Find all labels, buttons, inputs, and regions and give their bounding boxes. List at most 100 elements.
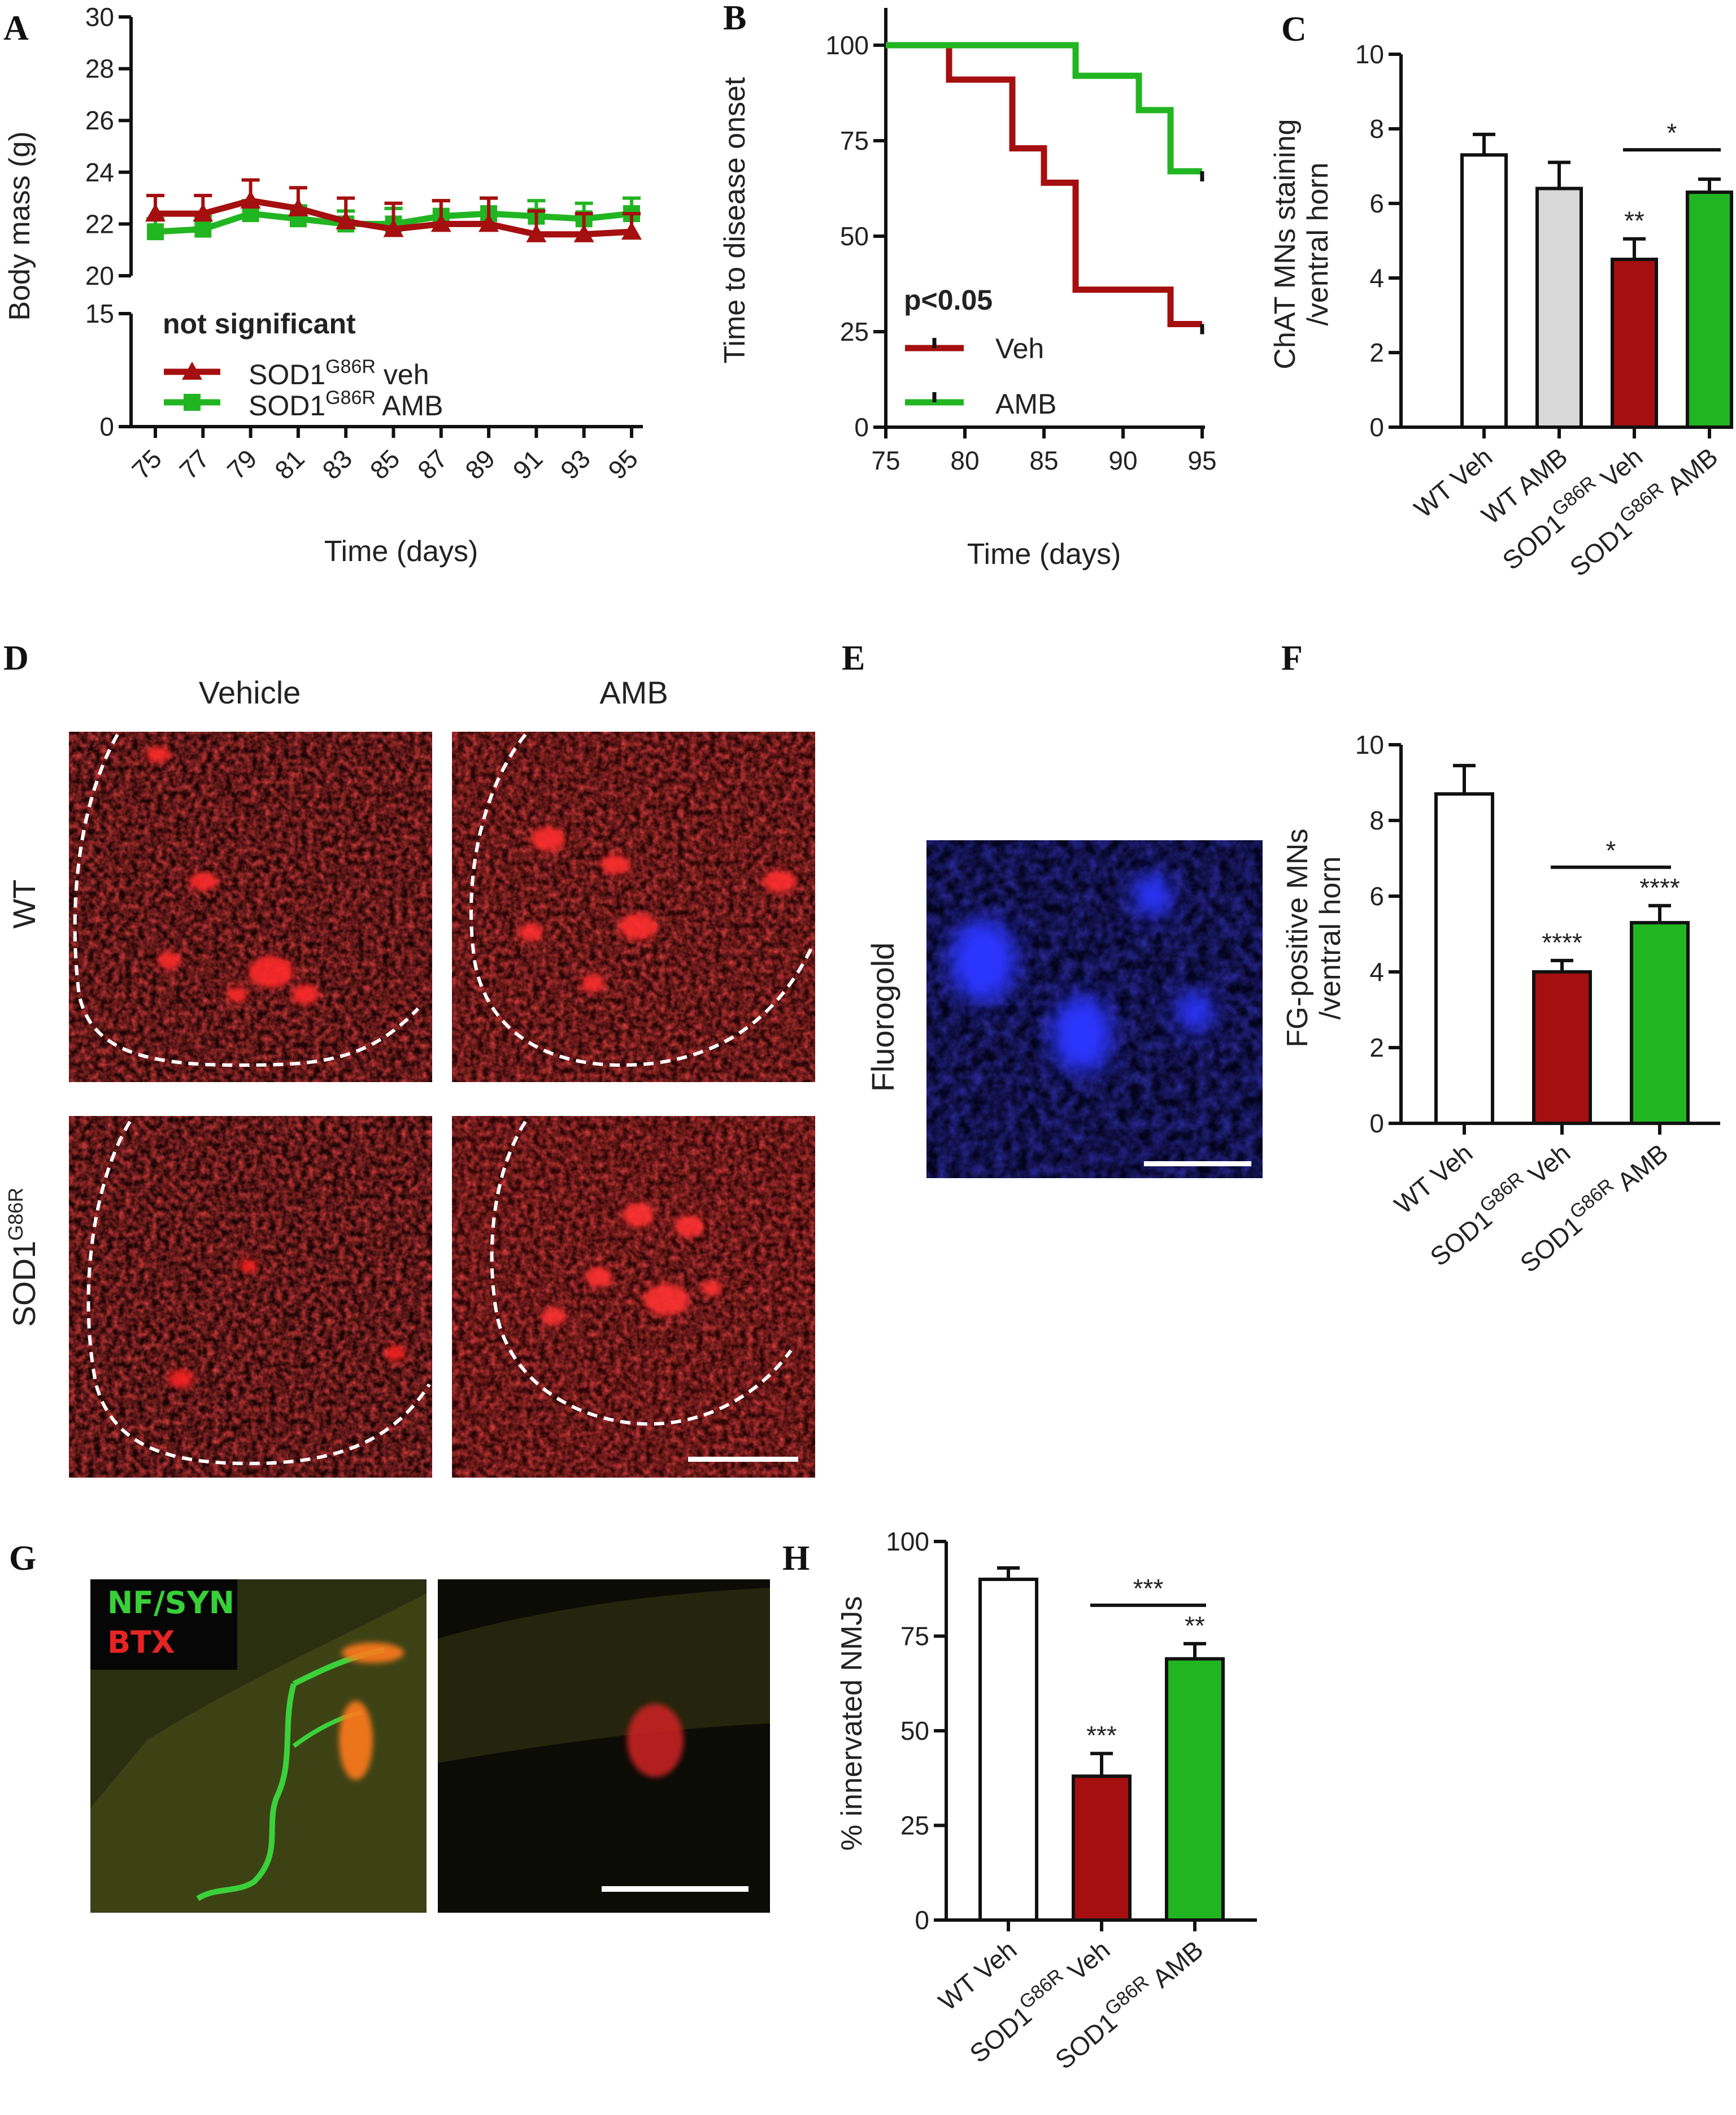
significance-stars: **** xyxy=(1542,928,1582,957)
panel-e-fluorogold: Fluorogold xyxy=(865,840,1263,1178)
data-point xyxy=(430,214,451,232)
panel-letter-a: A xyxy=(3,9,29,47)
legend-label-amb: SOD1G86R AMB xyxy=(249,387,443,422)
series-step-line xyxy=(886,42,1202,327)
y-tick-label: 24 xyxy=(85,158,114,187)
legend-label-veh: SOD1G86R veh xyxy=(249,356,429,390)
legend-marker-amb xyxy=(184,394,201,411)
y-tick-label: 25 xyxy=(900,1811,929,1840)
legend-label-amb: AMB xyxy=(995,388,1056,420)
y-tick-label: 0 xyxy=(854,412,869,442)
x-tick-label: WT Veh xyxy=(1389,1138,1478,1219)
significance-stars: ** xyxy=(1624,206,1644,236)
x-tick-label: 93 xyxy=(555,444,596,485)
x-tick-label: 85 xyxy=(364,444,406,485)
y-axis-label: % innervated NMJs xyxy=(836,1596,868,1851)
data-point xyxy=(147,223,164,241)
panel-letter-f: F xyxy=(1281,639,1303,678)
chart-h-innervated-nmjs: 0 25 50 75 100 % innervated NMJs WT Veh *** SOD1… xyxy=(836,1527,1257,2075)
micrograph-wt-amb xyxy=(452,732,815,1082)
y-tick-label: 100 xyxy=(886,1527,929,1556)
y-tick-label: 0 xyxy=(1369,1109,1384,1138)
panel-letter-g: G xyxy=(9,1539,36,1578)
micrograph-sod1-amb xyxy=(452,1116,815,1478)
bar xyxy=(1630,920,1690,1126)
data-point xyxy=(573,224,594,242)
x-tick-label: 83 xyxy=(316,444,358,485)
legend-label-veh: Veh xyxy=(995,333,1044,364)
y-tick-label: 20 xyxy=(85,261,114,290)
x-tick-label: 90 xyxy=(1108,446,1137,475)
bar xyxy=(1611,258,1658,429)
y-tick-label: 25 xyxy=(840,317,869,346)
y-tick-label: 0 xyxy=(915,1905,929,1935)
panel-letter-c: C xyxy=(1281,10,1307,49)
annotation-p-value: p<0.05 xyxy=(904,284,993,316)
y-tick-label: 10 xyxy=(1355,730,1384,759)
x-tick-label: 85 xyxy=(1029,446,1058,475)
bar xyxy=(1535,186,1583,429)
panel-letter-h: H xyxy=(782,1539,810,1578)
y-tick-label: 26 xyxy=(85,106,114,135)
micrograph-sod1-vehicle xyxy=(69,1116,432,1478)
significance-bracket-label: * xyxy=(1667,118,1677,147)
x-tick-label: 87 xyxy=(412,444,453,485)
bar xyxy=(1072,1774,1132,1922)
panel-letter-b: B xyxy=(723,0,746,37)
x-axis-label: Time (days) xyxy=(967,538,1121,571)
panel-d-micrographs: Vehicle AMB WT SOD1G86R xyxy=(4,675,815,1478)
bar xyxy=(1532,970,1592,1125)
y-tick-label: 28 xyxy=(85,54,114,84)
scale-bar-e xyxy=(1144,1161,1251,1166)
significance-stars: ** xyxy=(1185,1611,1205,1640)
stain-label-btx: BTX xyxy=(107,1625,175,1660)
scale-bar-d xyxy=(688,1457,798,1462)
row-label-wt: WT xyxy=(6,879,42,928)
column-label-amb: AMB xyxy=(599,675,668,710)
data-point xyxy=(621,222,642,240)
x-axis-label: Time (days) xyxy=(324,535,478,568)
y-axis-label: Body mass (g) xyxy=(3,131,36,320)
y-tick-label: 10 xyxy=(1355,40,1384,69)
annotation-not-significant: not significant xyxy=(163,308,356,340)
y-tick-label: 22 xyxy=(85,209,114,238)
y-tick-label: 50 xyxy=(900,1716,929,1745)
y-tick-label: 2 xyxy=(1369,1033,1384,1062)
y-tick-label: 6 xyxy=(1369,189,1384,218)
chart-a-body-mass: 20 22 24 26 28 30 0 15 75 77 79 81 83 85 87 89 91 93 95 Bod… xyxy=(3,2,643,568)
image-label-fluorogold: Fluorogold xyxy=(865,943,900,1092)
y-tick-label: 30 xyxy=(85,2,114,32)
y-axis-label: Time to disease onset xyxy=(719,77,751,363)
significance-bracket-label: *** xyxy=(1133,1574,1164,1603)
micrograph-wt-vehicle xyxy=(69,732,432,1082)
bar xyxy=(1686,190,1733,429)
bar xyxy=(1434,792,1494,1125)
data-point xyxy=(336,211,356,229)
x-tick-label: 95 xyxy=(602,444,643,485)
y-tick-label: 6 xyxy=(1369,881,1384,911)
x-tick-label: 77 xyxy=(173,444,215,485)
bar xyxy=(978,1578,1038,1922)
bar xyxy=(1165,1657,1225,1922)
significance-stars: **** xyxy=(1639,873,1680,902)
x-tick-label: 75 xyxy=(126,444,167,485)
x-tick-label: 91 xyxy=(507,444,549,485)
y-axis-label: FG-positive MNs/ventral horn xyxy=(1281,828,1347,1047)
data-point xyxy=(288,198,308,216)
chart-f-fg-mns: 0 2 4 6 8 10 FG-positive MNs/ventral horn WT Ve… xyxy=(1281,730,1720,1278)
data-point xyxy=(194,220,212,238)
x-tick-label: 79 xyxy=(221,444,263,485)
panel-letter-e: E xyxy=(842,639,865,678)
row-label-sod1: SOD1G86R xyxy=(4,1188,42,1327)
panel-letter-d: D xyxy=(3,639,29,678)
chart-b-disease-onset: 0 25 50 75 100 75 80 85 90 95 Time to disease onse… xyxy=(719,8,1217,571)
y-tick-label: 8 xyxy=(1369,114,1384,144)
x-tick-label: 95 xyxy=(1187,446,1216,475)
legend-marker-veh xyxy=(182,362,202,380)
stain-label-nf-syn: NF/SYN xyxy=(107,1585,234,1621)
data-point xyxy=(240,190,261,209)
column-label-vehicle: Vehicle xyxy=(199,675,301,710)
y-tick-label: 75 xyxy=(840,126,869,155)
y-tick-label: 0 xyxy=(99,412,114,441)
